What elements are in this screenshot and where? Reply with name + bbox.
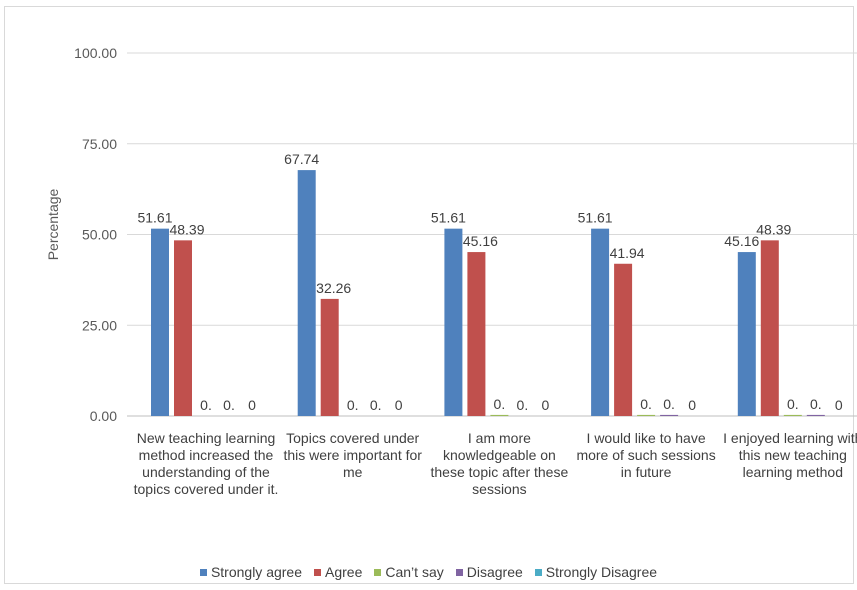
data-label: 51.61 bbox=[137, 210, 172, 226]
category-label: New teaching learning method increased t… bbox=[133, 430, 279, 497]
data-label: 0 bbox=[542, 397, 550, 413]
data-label: 0. bbox=[640, 396, 652, 412]
bar-2-3 bbox=[637, 414, 656, 416]
legend-label: Disagree bbox=[466, 564, 523, 580]
data-label: 48.39 bbox=[169, 221, 204, 237]
bar-2-2 bbox=[490, 414, 509, 416]
data-label: 0 bbox=[835, 397, 843, 413]
bar-1-2 bbox=[467, 252, 486, 416]
data-label: 51.61 bbox=[578, 210, 613, 226]
bar-1-4 bbox=[760, 240, 779, 416]
legend-swatch bbox=[314, 568, 322, 576]
data-label: 0 bbox=[395, 397, 403, 413]
legend-swatch bbox=[374, 568, 382, 576]
data-label: 41.94 bbox=[610, 245, 645, 261]
data-label: 0. bbox=[663, 396, 675, 412]
category-label: I am more knowledgeable on these topic a… bbox=[430, 430, 569, 497]
data-label: 0. bbox=[347, 397, 359, 413]
legend-label: Strongly Disagree bbox=[545, 564, 658, 580]
category-label: Topics covered under this were important… bbox=[283, 430, 422, 480]
bar-1-3 bbox=[614, 263, 633, 416]
data-label: 32.26 bbox=[316, 280, 351, 296]
legend-label: Can’t say bbox=[385, 564, 444, 580]
legend-item: Disagree bbox=[455, 564, 523, 580]
bar-2-4 bbox=[783, 414, 802, 416]
data-label: 0 bbox=[248, 397, 256, 413]
legend-swatch bbox=[455, 568, 463, 576]
y-tick-label: 100.00 bbox=[74, 45, 117, 61]
bar-0-2 bbox=[444, 228, 463, 416]
bar-0-4 bbox=[737, 252, 756, 416]
category-label: I would like to have more of such sessio… bbox=[576, 430, 716, 480]
data-label: 51.61 bbox=[431, 210, 466, 226]
legend-swatch bbox=[534, 568, 542, 576]
bar-3-4 bbox=[806, 414, 825, 416]
data-label: 0. bbox=[494, 396, 506, 412]
chart-frame bbox=[4, 6, 854, 584]
bar-0-0 bbox=[151, 228, 169, 416]
legend-item: Strongly Disagree bbox=[534, 564, 658, 580]
bar-0-3 bbox=[591, 228, 610, 416]
bar-3-3 bbox=[660, 414, 679, 416]
data-label: 48.39 bbox=[756, 221, 791, 237]
bar-1-0 bbox=[174, 240, 192, 416]
y-tick-label: 25.00 bbox=[82, 317, 117, 333]
legend-swatch bbox=[199, 568, 207, 576]
data-label: 0. bbox=[517, 397, 529, 413]
data-label: 45.16 bbox=[724, 233, 759, 249]
y-tick-label: 0.00 bbox=[90, 408, 117, 424]
data-label: 0. bbox=[223, 397, 235, 413]
y-tick-label: 75.00 bbox=[82, 136, 117, 152]
data-label: 0 bbox=[688, 397, 696, 413]
data-label: 0. bbox=[787, 396, 799, 412]
bar-0-1 bbox=[297, 170, 316, 416]
category-label: I enjoyed learning with this new teachin… bbox=[723, 430, 857, 480]
y-axis-title: Percentage bbox=[45, 188, 61, 260]
data-label: 67.74 bbox=[284, 151, 319, 167]
data-label: 0. bbox=[370, 397, 382, 413]
y-tick-label: 50.00 bbox=[82, 227, 117, 243]
data-label: 0. bbox=[810, 396, 822, 412]
bar-1-1 bbox=[320, 298, 339, 416]
legend-item: Agree bbox=[314, 564, 362, 580]
data-label: 0. bbox=[200, 397, 212, 413]
legend-item: Can’t say bbox=[374, 564, 444, 580]
data-label: 45.16 bbox=[463, 233, 498, 249]
legend-label: Strongly agree bbox=[210, 564, 303, 580]
legend-item: Strongly agree bbox=[199, 564, 303, 580]
legend-label: Agree bbox=[325, 564, 363, 580]
legend: Strongly agree Agree Can’t say Disagree Stro… bbox=[0, 564, 857, 580]
